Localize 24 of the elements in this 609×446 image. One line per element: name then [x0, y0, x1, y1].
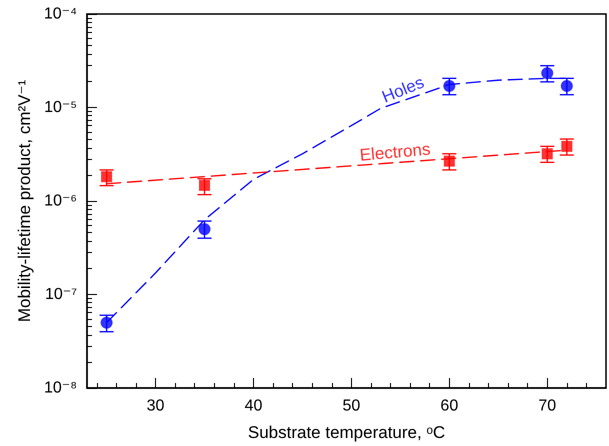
text: Holes: [379, 72, 427, 107]
point: [101, 171, 112, 182]
y-tick-label: 10⁻⁸: [44, 380, 77, 396]
y-tick-label: 10⁻⁴: [44, 6, 78, 22]
x-tick-label: 60: [440, 398, 458, 414]
y-tick-label: 10⁻⁷: [44, 286, 78, 303]
point: [561, 140, 572, 152]
y-axis-title: Mobility-lifetime product, cm²V⁻¹: [14, 80, 34, 322]
point: [199, 180, 210, 191]
point: [444, 156, 455, 167]
series-label: Electrons: [358, 140, 432, 165]
point: [198, 223, 211, 236]
point: [542, 148, 553, 160]
x-axis-title: Substrate temperature, ᵒC: [248, 423, 446, 442]
x-tick-label: 30: [146, 398, 165, 414]
point: [100, 316, 113, 329]
x-tick-label: 50: [342, 398, 360, 414]
y-tick-label: 10⁻⁶: [44, 192, 77, 210]
y-tick-label: 10⁻⁵: [44, 99, 77, 116]
point: [541, 67, 554, 80]
x-tick-label: 40: [244, 398, 262, 414]
x-tick-label: 70: [538, 398, 556, 414]
point: [560, 80, 573, 92]
point: [443, 80, 456, 92]
